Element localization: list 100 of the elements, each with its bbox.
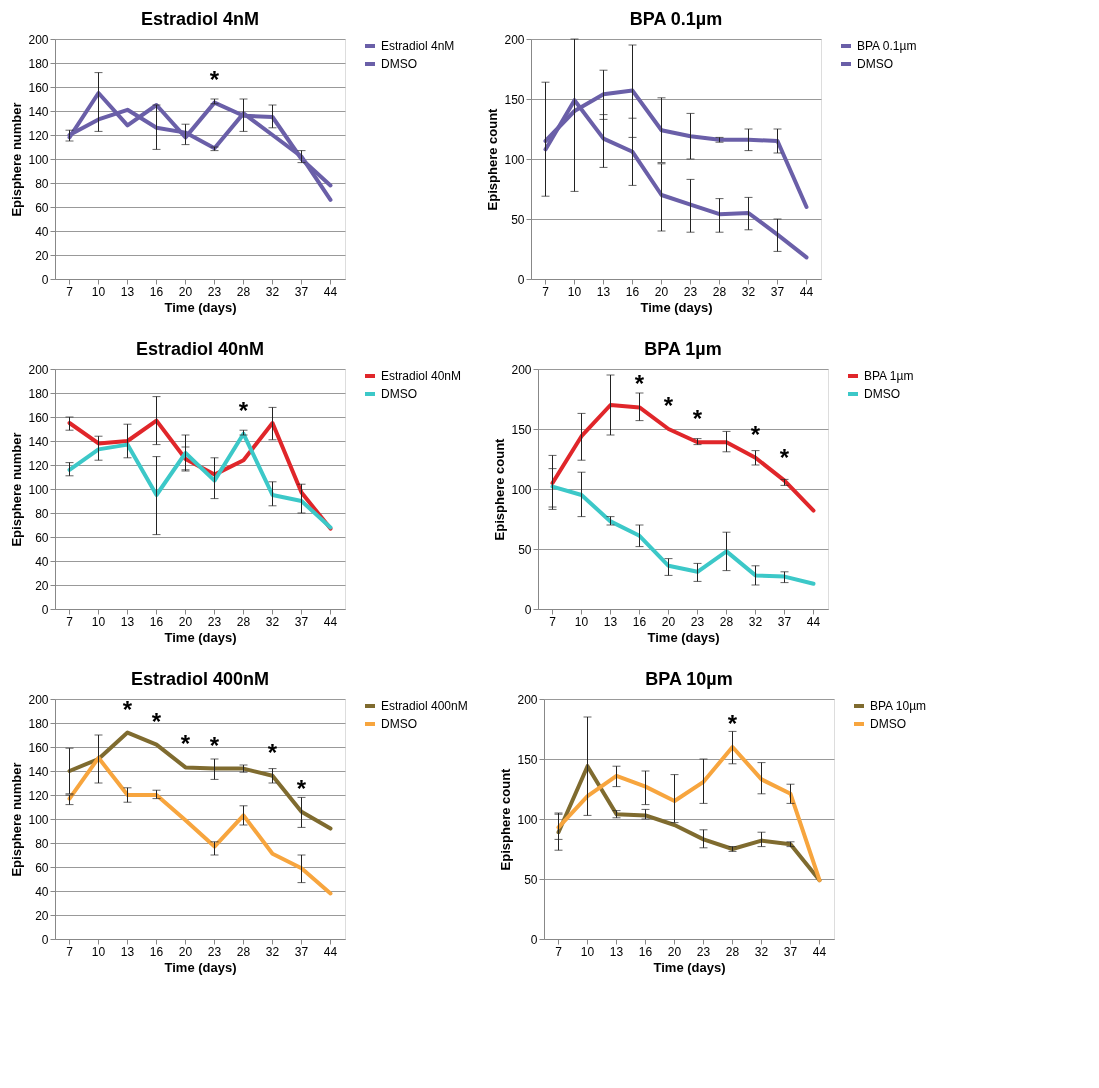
x-tick-label: 28: [236, 284, 251, 299]
x-tick-label: 20: [178, 944, 193, 959]
x-axis-title: Time (days): [164, 629, 237, 645]
x-tick-label: 20: [178, 614, 193, 629]
legend-label: DMSO: [381, 717, 417, 731]
x-tick-label: 20: [667, 944, 682, 959]
chart-title: Estradiol 4nM: [140, 9, 260, 29]
y-tick-label: 160: [28, 740, 49, 755]
y-tick-label: 100: [504, 152, 525, 167]
annotation: *: [209, 65, 220, 93]
x-tick-label: 32: [265, 944, 280, 959]
x-tick-label: 7: [555, 944, 563, 959]
x-tick-label: 44: [323, 944, 338, 959]
y-tick-label: 60: [35, 200, 49, 215]
x-tick-label: 44: [806, 614, 821, 629]
x-axis-title: Time (days): [164, 299, 237, 315]
x-tick-label: 37: [783, 944, 798, 959]
x-tick-label: 23: [696, 944, 711, 959]
x-axis-title: Time (days): [647, 629, 720, 645]
x-tick-label: 44: [323, 284, 338, 299]
x-axis-title: Time (days): [164, 959, 237, 975]
x-tick-label: 28: [719, 614, 734, 629]
annotation: *: [634, 370, 645, 398]
annotation: *: [750, 420, 761, 448]
x-tick-label: 10: [91, 284, 106, 299]
annotation: *: [779, 443, 790, 471]
x-tick-label: 20: [661, 614, 676, 629]
legend-label: BPA 10µm: [870, 699, 927, 713]
y-tick-label: 50: [524, 872, 538, 887]
x-tick-label: 23: [207, 944, 222, 959]
annotation: *: [180, 730, 191, 758]
y-tick-label: 0: [530, 932, 538, 947]
x-tick-label: 28: [236, 944, 251, 959]
chart-title: BPA 1µm: [644, 339, 722, 359]
y-tick-label: 50: [511, 212, 525, 227]
x-tick-label: 44: [799, 284, 814, 299]
legend-label: BPA 0.1µm: [857, 39, 917, 53]
x-tick-label: 10: [567, 284, 582, 299]
y-tick-label: 40: [35, 554, 49, 569]
x-tick-label: 28: [725, 944, 740, 959]
y-tick-label: 60: [35, 530, 49, 545]
x-tick-label: 7: [542, 284, 550, 299]
legend-label: BPA 1µm: [864, 369, 914, 383]
x-tick-label: 13: [596, 284, 611, 299]
y-tick-label: 80: [35, 506, 49, 521]
x-tick-label: 16: [149, 944, 164, 959]
annotation: *: [663, 392, 674, 419]
x-tick-label: 23: [207, 284, 222, 299]
x-axis-title: Time (days): [640, 299, 713, 315]
annotation: *: [151, 707, 162, 735]
x-tick-label: 20: [178, 284, 193, 299]
x-tick-label: 10: [574, 614, 589, 629]
y-tick-label: 20: [35, 578, 49, 593]
x-tick-label: 37: [294, 614, 309, 629]
y-tick-label: 160: [28, 410, 49, 425]
chart-title: Estradiol 400nM: [130, 669, 270, 689]
y-tick-label: 50: [518, 542, 532, 557]
y-axis-title: Episphere count: [498, 767, 514, 871]
y-tick-label: 60: [35, 860, 49, 875]
x-tick-label: 13: [120, 944, 135, 959]
x-tick-label: 20: [654, 284, 669, 299]
y-tick-label: 100: [511, 482, 532, 497]
x-tick-label: 37: [294, 284, 309, 299]
x-tick-label: 37: [777, 614, 792, 629]
x-tick-label: 10: [91, 944, 106, 959]
legend-label: DMSO: [870, 717, 906, 731]
y-tick-label: 40: [35, 224, 49, 239]
y-tick-label: 120: [28, 128, 49, 143]
y-tick-label: 200: [28, 692, 49, 707]
x-tick-label: 37: [770, 284, 785, 299]
y-tick-label: 160: [28, 80, 49, 95]
y-axis-title: Episphere number: [9, 102, 25, 217]
x-tick-label: 23: [690, 614, 705, 629]
y-tick-label: 100: [28, 812, 49, 827]
annotation: *: [209, 731, 220, 759]
y-tick-label: 180: [28, 716, 49, 731]
x-tick-label: 32: [754, 944, 769, 959]
y-tick-label: 200: [28, 32, 49, 47]
y-axis-title: Episphere count: [485, 107, 501, 211]
y-tick-label: 200: [511, 362, 532, 377]
y-tick-label: 180: [28, 56, 49, 71]
chart-title: BPA 0.1µm: [629, 9, 723, 29]
y-tick-label: 0: [41, 932, 49, 947]
x-tick-label: 32: [748, 614, 763, 629]
x-tick-label: 16: [149, 284, 164, 299]
y-tick-label: 80: [35, 836, 49, 851]
y-tick-label: 120: [28, 458, 49, 473]
y-tick-label: 150: [511, 422, 532, 437]
x-tick-label: 37: [294, 944, 309, 959]
legend-label: DMSO: [864, 387, 900, 401]
annotation: *: [267, 738, 278, 766]
x-tick-label: 23: [683, 284, 698, 299]
annotation: *: [122, 695, 133, 723]
x-tick-label: 7: [66, 284, 74, 299]
y-tick-label: 150: [504, 92, 525, 107]
y-tick-label: 0: [41, 602, 49, 617]
x-tick-label: 44: [323, 614, 338, 629]
y-tick-label: 200: [517, 692, 538, 707]
y-axis-title: Episphere number: [9, 432, 25, 547]
y-tick-label: 140: [28, 764, 49, 779]
